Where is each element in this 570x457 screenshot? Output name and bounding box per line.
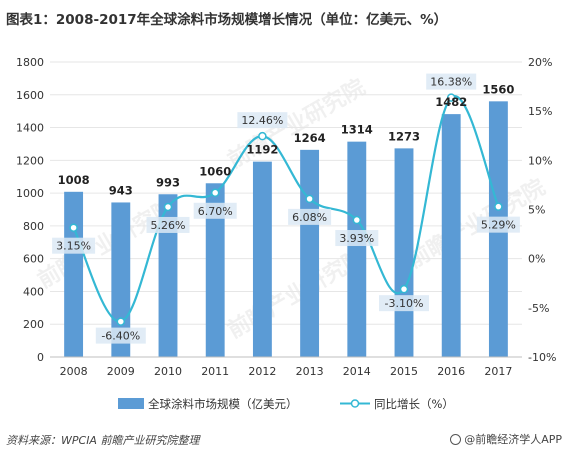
x-tick-label: 2016 bbox=[437, 365, 465, 378]
line-point bbox=[305, 194, 314, 204]
line-label-box bbox=[52, 237, 96, 254]
line-value-label: 5.26% bbox=[151, 219, 186, 232]
bar-value-label: 1482 bbox=[435, 95, 467, 109]
bar-value-label: 1314 bbox=[341, 123, 373, 137]
line-label-box bbox=[335, 230, 379, 247]
y-right-tick-label: -5% bbox=[528, 302, 549, 315]
line-label-box bbox=[237, 112, 288, 129]
x-tick-label: 2012 bbox=[248, 365, 276, 378]
bar-value-label: 1264 bbox=[294, 131, 326, 145]
legend-line-marker bbox=[350, 399, 360, 408]
y-right-tick-label: 5% bbox=[528, 204, 545, 217]
legend-bar-swatch bbox=[118, 398, 144, 409]
line-point bbox=[446, 93, 456, 102]
line-label-box bbox=[426, 73, 477, 90]
logo-text: @前瞻经济学人APP bbox=[464, 433, 562, 446]
line-value-label: 6.08% bbox=[292, 211, 327, 224]
source-note: 资料来源：WPCIA 前瞻产业研究院整理 bbox=[6, 434, 200, 447]
y-left-tick-label: 600 bbox=[23, 253, 44, 266]
y-right-tick-label: 20% bbox=[528, 56, 552, 69]
line-value-label: 3.93% bbox=[339, 232, 374, 245]
line-label-box bbox=[379, 295, 429, 312]
growth-line bbox=[72, 95, 500, 323]
line-value-label: 16.38% bbox=[430, 76, 472, 89]
line-value-label: 3.15% bbox=[56, 240, 91, 253]
y-left-tick-label: 1200 bbox=[16, 154, 44, 167]
bar bbox=[252, 161, 272, 357]
bar-value-label: 993 bbox=[156, 175, 180, 189]
bar bbox=[300, 149, 320, 357]
x-tick-label: 2015 bbox=[390, 365, 418, 378]
y-left-tick-label: 1400 bbox=[16, 122, 44, 135]
legend-bar-label: 全球涂料市场规模（亿美元） bbox=[148, 397, 298, 411]
y-right-tick-label: 0% bbox=[528, 253, 545, 266]
line-label-box bbox=[95, 327, 146, 344]
x-tick-label: 2017 bbox=[484, 365, 512, 378]
y-left-tick-label: 1000 bbox=[16, 187, 44, 200]
line-point bbox=[116, 317, 126, 326]
x-tick-label: 2013 bbox=[296, 365, 324, 378]
x-tick-label: 2008 bbox=[60, 365, 88, 378]
y-left-tick-label: 800 bbox=[23, 220, 44, 233]
bar bbox=[205, 183, 225, 357]
y-left-tick-label: 1800 bbox=[16, 56, 44, 69]
bar bbox=[64, 191, 84, 357]
bar-value-label: 1560 bbox=[482, 82, 514, 96]
line-value-label: 12.46% bbox=[241, 114, 283, 127]
line-point bbox=[163, 202, 173, 212]
x-tick-label: 2014 bbox=[343, 365, 371, 378]
bar bbox=[158, 194, 178, 357]
data-labels: 1008 943 993 1060 1192 1264 1314 1273 1482 1560 3.… bbox=[52, 73, 520, 344]
line-point bbox=[399, 284, 409, 294]
bar-value-label: 1008 bbox=[58, 173, 90, 187]
line-label-box bbox=[476, 216, 520, 233]
y-left-tick-label: 0 bbox=[37, 351, 44, 364]
line-value-label: -3.10% bbox=[385, 297, 424, 310]
x-tick-label: 2011 bbox=[201, 365, 229, 378]
axes: 0 200 400 600 800 1000 1200 1400 1600 1800 -10% -5%… bbox=[16, 56, 556, 378]
line-label-box bbox=[146, 216, 190, 233]
logo-icon bbox=[450, 434, 462, 445]
line-point bbox=[210, 188, 220, 198]
bar-value-label: 1192 bbox=[246, 143, 278, 157]
bar-value-label: 1060 bbox=[199, 164, 231, 178]
line-value-label: -6.40% bbox=[101, 330, 140, 343]
line-point bbox=[69, 223, 78, 232]
x-tick-label: 2010 bbox=[154, 365, 182, 378]
line-value-label: 6.70% bbox=[198, 205, 233, 218]
y-left-tick-label: 400 bbox=[23, 285, 44, 298]
line-point bbox=[352, 215, 362, 225]
bar bbox=[347, 141, 367, 357]
bar bbox=[394, 148, 414, 357]
y-left-tick-label: 1600 bbox=[16, 89, 44, 102]
y-left-tick-label: 200 bbox=[23, 318, 44, 331]
x-tick-label: 2009 bbox=[107, 365, 135, 378]
line-label-box bbox=[288, 208, 332, 225]
brand-logo: @前瞻经济学人APP bbox=[450, 431, 562, 447]
line-point bbox=[494, 202, 503, 211]
bar-value-label: 943 bbox=[109, 183, 133, 197]
y-right-tick-label: -10% bbox=[528, 351, 556, 364]
bar-value-label: 1273 bbox=[388, 129, 420, 143]
y-right-tick-label: 10% bbox=[528, 154, 552, 167]
legend-line-label: 同比增长（%） bbox=[374, 397, 454, 411]
line-label-box bbox=[193, 202, 237, 219]
y-right-tick-label: 15% bbox=[528, 105, 552, 118]
bar bbox=[441, 114, 461, 357]
line-value-label: 5.29% bbox=[481, 219, 516, 232]
legend: 全球涂料市场规模（亿美元） 同比增长（%） bbox=[118, 397, 454, 411]
chart-title: 图表1：2008-2017年全球涂料市场规模增长情况（单位：亿美元、%） bbox=[6, 12, 448, 28]
line-series bbox=[69, 93, 503, 326]
line-point bbox=[258, 131, 267, 141]
